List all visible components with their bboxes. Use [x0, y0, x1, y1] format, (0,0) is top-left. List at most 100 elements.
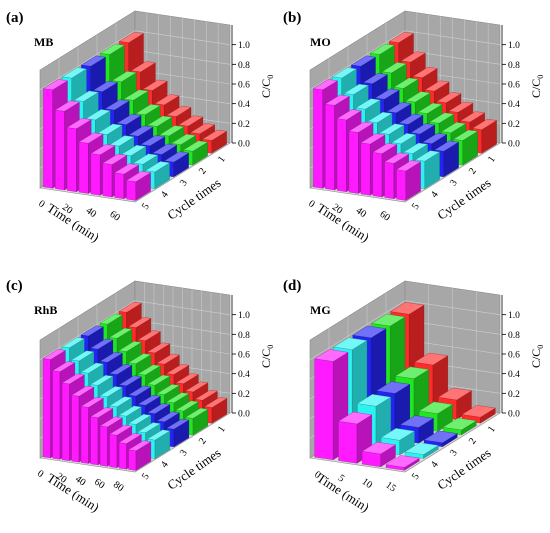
- time-tick-label: 60: [107, 209, 122, 224]
- bar-top-face: [147, 374, 171, 386]
- bar-front-face: [126, 180, 136, 201]
- bar-top-face: [156, 411, 180, 423]
- bar-front-face: [90, 416, 99, 466]
- bar-top-face: [159, 125, 185, 137]
- bar-top-face: [102, 153, 128, 165]
- bar-top-face: [147, 403, 171, 414]
- bar-top-face: [128, 440, 152, 452]
- bar-top-face: [388, 32, 414, 43]
- bar-front-face: [396, 169, 406, 201]
- bar-top-face: [384, 152, 410, 164]
- bar-top-face: [380, 428, 415, 441]
- cycle-tick-label: 2: [197, 436, 209, 446]
- z-tick-label: 0.2: [238, 120, 250, 130]
- bar-top-face: [92, 80, 118, 92]
- bar-top-face: [90, 407, 114, 418]
- bar-front-face: [325, 103, 335, 191]
- time-tick-label: 15: [383, 480, 398, 495]
- bar-top-face: [314, 349, 349, 362]
- bar-front-face: [114, 172, 125, 199]
- bar-cycle-2-t15: [442, 417, 477, 436]
- z-tick-label: 0.4: [508, 370, 520, 380]
- bar-top-face: [71, 350, 95, 362]
- bar-top-face: [104, 99, 130, 111]
- time-axis-label: Time (min): [44, 470, 102, 515]
- bar-top-face: [52, 361, 76, 372]
- bar-top-face: [85, 109, 111, 121]
- bar-top-face: [385, 455, 420, 468]
- bar-cycle-5-t70: [396, 160, 422, 201]
- bar-cycle-5-t90: [128, 440, 152, 471]
- panel-title: MO: [310, 35, 331, 49]
- bar-top-face: [147, 429, 171, 441]
- bar-top-face: [371, 313, 406, 327]
- bar-top-face: [355, 98, 381, 110]
- cycle-tick-label: 2: [467, 166, 479, 176]
- bar-top-face: [109, 396, 133, 408]
- bar-top-face: [331, 67, 357, 79]
- bar-top-face: [130, 61, 156, 73]
- bar-top-face: [185, 407, 209, 419]
- time-tick-label: 0: [35, 468, 45, 480]
- cycle-tick-label: 1: [216, 154, 228, 164]
- cycle-tick-label: 3: [178, 178, 190, 188]
- bar-top-face: [166, 105, 192, 117]
- z-tick-label: 0.0: [238, 410, 250, 420]
- bar-top-face: [164, 151, 190, 163]
- bar-top-face: [156, 384, 180, 395]
- bar-top-face: [178, 115, 204, 127]
- bar-top-face: [137, 330, 161, 341]
- bar-top-face: [126, 171, 152, 182]
- bar-front-face: [66, 127, 77, 192]
- bar-cycle-3-t70: [434, 140, 460, 178]
- z-tick-label: 0.4: [238, 370, 250, 380]
- bar-front-face: [360, 142, 371, 196]
- bar-top-face: [390, 302, 425, 315]
- bar-front-face: [80, 406, 89, 464]
- bar-top-face: [436, 92, 462, 103]
- bar-top-face: [118, 375, 142, 387]
- bar-top-face: [403, 142, 429, 154]
- cycle-tick-label: 5: [140, 471, 152, 481]
- bar-top-face: [128, 353, 152, 364]
- bar-top-face: [128, 414, 152, 425]
- bar-top-face: [338, 411, 373, 425]
- cycle-axis-label: Cycle times: [164, 175, 223, 223]
- bar-top-face: [460, 111, 486, 123]
- bar-top-face: [80, 397, 104, 408]
- bar-top-face: [418, 401, 453, 414]
- bar-top-face: [183, 140, 209, 152]
- bar-top-face: [190, 123, 216, 135]
- bar-top-face: [128, 385, 152, 397]
- bar-top-face: [66, 118, 92, 129]
- z-tick-label: 0.4: [238, 100, 250, 110]
- bar-top-face: [109, 327, 133, 339]
- cycle-tick-label: 2: [197, 166, 209, 176]
- bar-front-face: [109, 434, 118, 468]
- bar-top-face: [424, 80, 450, 92]
- bar-top-face: [352, 325, 387, 339]
- bar-top-face: [391, 133, 417, 145]
- z-axis-label: C/C0: [529, 75, 545, 98]
- time-tick-label: 80: [111, 479, 126, 494]
- bar-top-face: [395, 366, 430, 379]
- bar-front-face: [336, 118, 347, 192]
- bar-top-face: [118, 433, 142, 444]
- bar-top-face: [118, 341, 142, 352]
- cycle-tick-label: 4: [159, 460, 171, 470]
- bar-top-face: [312, 79, 338, 91]
- cycle-tick-label: 5: [410, 471, 422, 481]
- bar-top-face: [166, 364, 190, 375]
- z-tick-label: 0.0: [508, 140, 520, 150]
- bar-front-face: [52, 370, 61, 460]
- bar-top-face: [414, 352, 449, 366]
- bar-top-face: [142, 79, 168, 91]
- z-gridline: [309, 30, 501, 90]
- bar-top-face: [99, 416, 123, 428]
- z-tick-label: 0.2: [508, 390, 520, 400]
- bar-top-face: [90, 375, 114, 386]
- time-tick-label: 40: [84, 205, 99, 220]
- bar-top-face: [137, 422, 161, 433]
- bar-top-face: [376, 381, 411, 394]
